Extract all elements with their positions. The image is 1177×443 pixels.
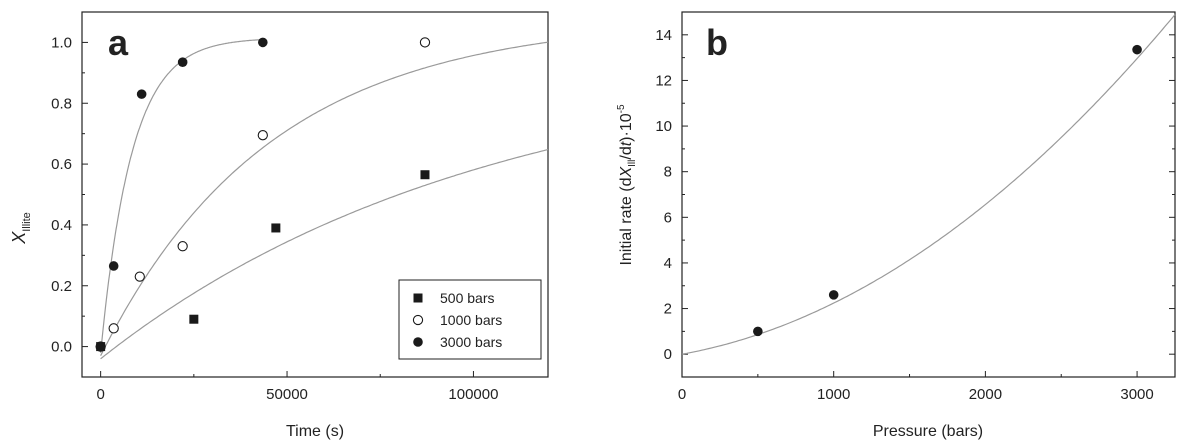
y-tick-label-b: 4 (664, 255, 672, 272)
legend-marker-3000-bars (413, 337, 423, 347)
data-point-3000-bars (108, 261, 119, 271)
data-point-3000-bars (258, 37, 268, 48)
legend-box-a (398, 279, 542, 360)
legend-label: 500 bars (440, 290, 494, 306)
legend-marker-1000-bars (412, 314, 424, 326)
data-points-a (95, 37, 431, 352)
fit-curves-b (681, 14, 1176, 355)
legend-a: 500 bars 1000 bars 3000 bars (398, 279, 542, 360)
y-axis-title-a: XIllite (9, 212, 33, 245)
fit-curve-500-bars (100, 149, 549, 360)
y-tick-label-b: 2 (664, 301, 672, 318)
y-tick-label-a: 0.6 (51, 156, 72, 173)
y-tick-label-a: 0.8 (51, 95, 72, 112)
fit-curve-3000-bars (100, 38, 263, 353)
data-point-1000-bars (108, 323, 119, 334)
y-axis-title-b-slash: /d (618, 146, 635, 159)
y-axis-title-b-main: Initial rate (d (618, 178, 635, 266)
y-tick-label-b: 6 (664, 209, 672, 226)
data-point-3000-bars (177, 57, 188, 67)
legend-marker-500-bars (413, 293, 423, 303)
y-tick-label-a: 1.0 (51, 34, 72, 51)
y-axis-title-b: Initial rate (dXIll/dt)·10-5 (616, 104, 638, 266)
svg-text:XIllite: XIllite (9, 212, 33, 245)
fit-curve-b (681, 14, 1176, 355)
panel-a: 0 50000 100000 0.0 0.2 0.4 0.6 0.8 1.0 a Time (… (9, 11, 549, 440)
data-point-500-bars (271, 223, 281, 233)
svg-text:Initial rate (dXIll/dt)·10-5: Initial rate (dXIll/dt)·10-5 (616, 104, 638, 266)
data-point-b (828, 290, 839, 300)
y-tick-label-a: 0.4 (51, 217, 72, 234)
y-axis-title-a-sub: Illite (21, 212, 33, 232)
data-point-1000-bars (134, 271, 145, 282)
data-point-3000-bars (136, 89, 147, 99)
x-axis-title-b: Pressure (bars) (873, 423, 983, 440)
y-ticks-a: 0.0 0.2 0.4 0.6 0.8 1.0 (51, 11, 88, 356)
x-tick-label-b: 1000 (817, 386, 850, 403)
y-tick-label-a: 0.0 (51, 339, 72, 356)
data-point-3000-bars (95, 341, 106, 352)
data-point-500-bars (420, 170, 430, 180)
data-point-1000-bars (257, 130, 268, 141)
x-axis-title-a: Time (s) (286, 423, 344, 440)
y-axis-title-b-var: X (618, 166, 635, 179)
panel-label-a: a (108, 22, 129, 63)
legend-label: 1000 bars (440, 312, 502, 328)
y-ticks-b: 0 2 4 6 8 10 12 14 (655, 27, 1175, 378)
y-tick-label-b: 8 (664, 164, 672, 181)
data-point-1000-bars (419, 37, 431, 48)
plot-frame-b (681, 11, 1176, 378)
legend-label: 3000 bars (440, 334, 502, 350)
x-tick-label-b: 3000 (1120, 386, 1153, 403)
data-points-b (753, 44, 1142, 337)
x-tick-label-b: 0 (678, 386, 686, 403)
data-point-500-bars (189, 314, 199, 324)
y-axis-title-b-exp: -5 (616, 104, 627, 113)
y-axis-title-a-main: X (9, 231, 29, 245)
y-axis-title-b-tail: )·10 (618, 113, 635, 142)
x-tick-label-a: 0 (96, 386, 104, 403)
y-tick-label-b: 14 (655, 27, 672, 44)
y-tick-label-b: 0 (664, 346, 672, 363)
y-tick-label-b: 10 (655, 118, 672, 135)
data-point-b (753, 326, 763, 337)
y-axis-title-b-sub: Ill (627, 160, 638, 167)
y-tick-label-a: 0.2 (51, 278, 72, 295)
x-tick-label-a: 50000 (266, 386, 308, 403)
fit-curve-1000-bars (100, 41, 549, 356)
panel-label-b: b (706, 22, 728, 63)
data-point-1000-bars (177, 241, 188, 252)
panel-b: 0 1000 2000 3000 0 2 4 6 8 10 12 14 b Pressure (ba… (616, 11, 1176, 440)
data-point-b (1132, 44, 1142, 55)
x-ticks-a: 0 50000 100000 (96, 371, 498, 403)
x-tick-label-a: 100000 (448, 386, 498, 403)
x-ticks-b: 0 1000 2000 3000 (678, 371, 1154, 403)
y-tick-label-b: 12 (655, 72, 672, 89)
y-axis-title-b-t: t (618, 141, 635, 146)
x-tick-label-b: 2000 (969, 386, 1002, 403)
